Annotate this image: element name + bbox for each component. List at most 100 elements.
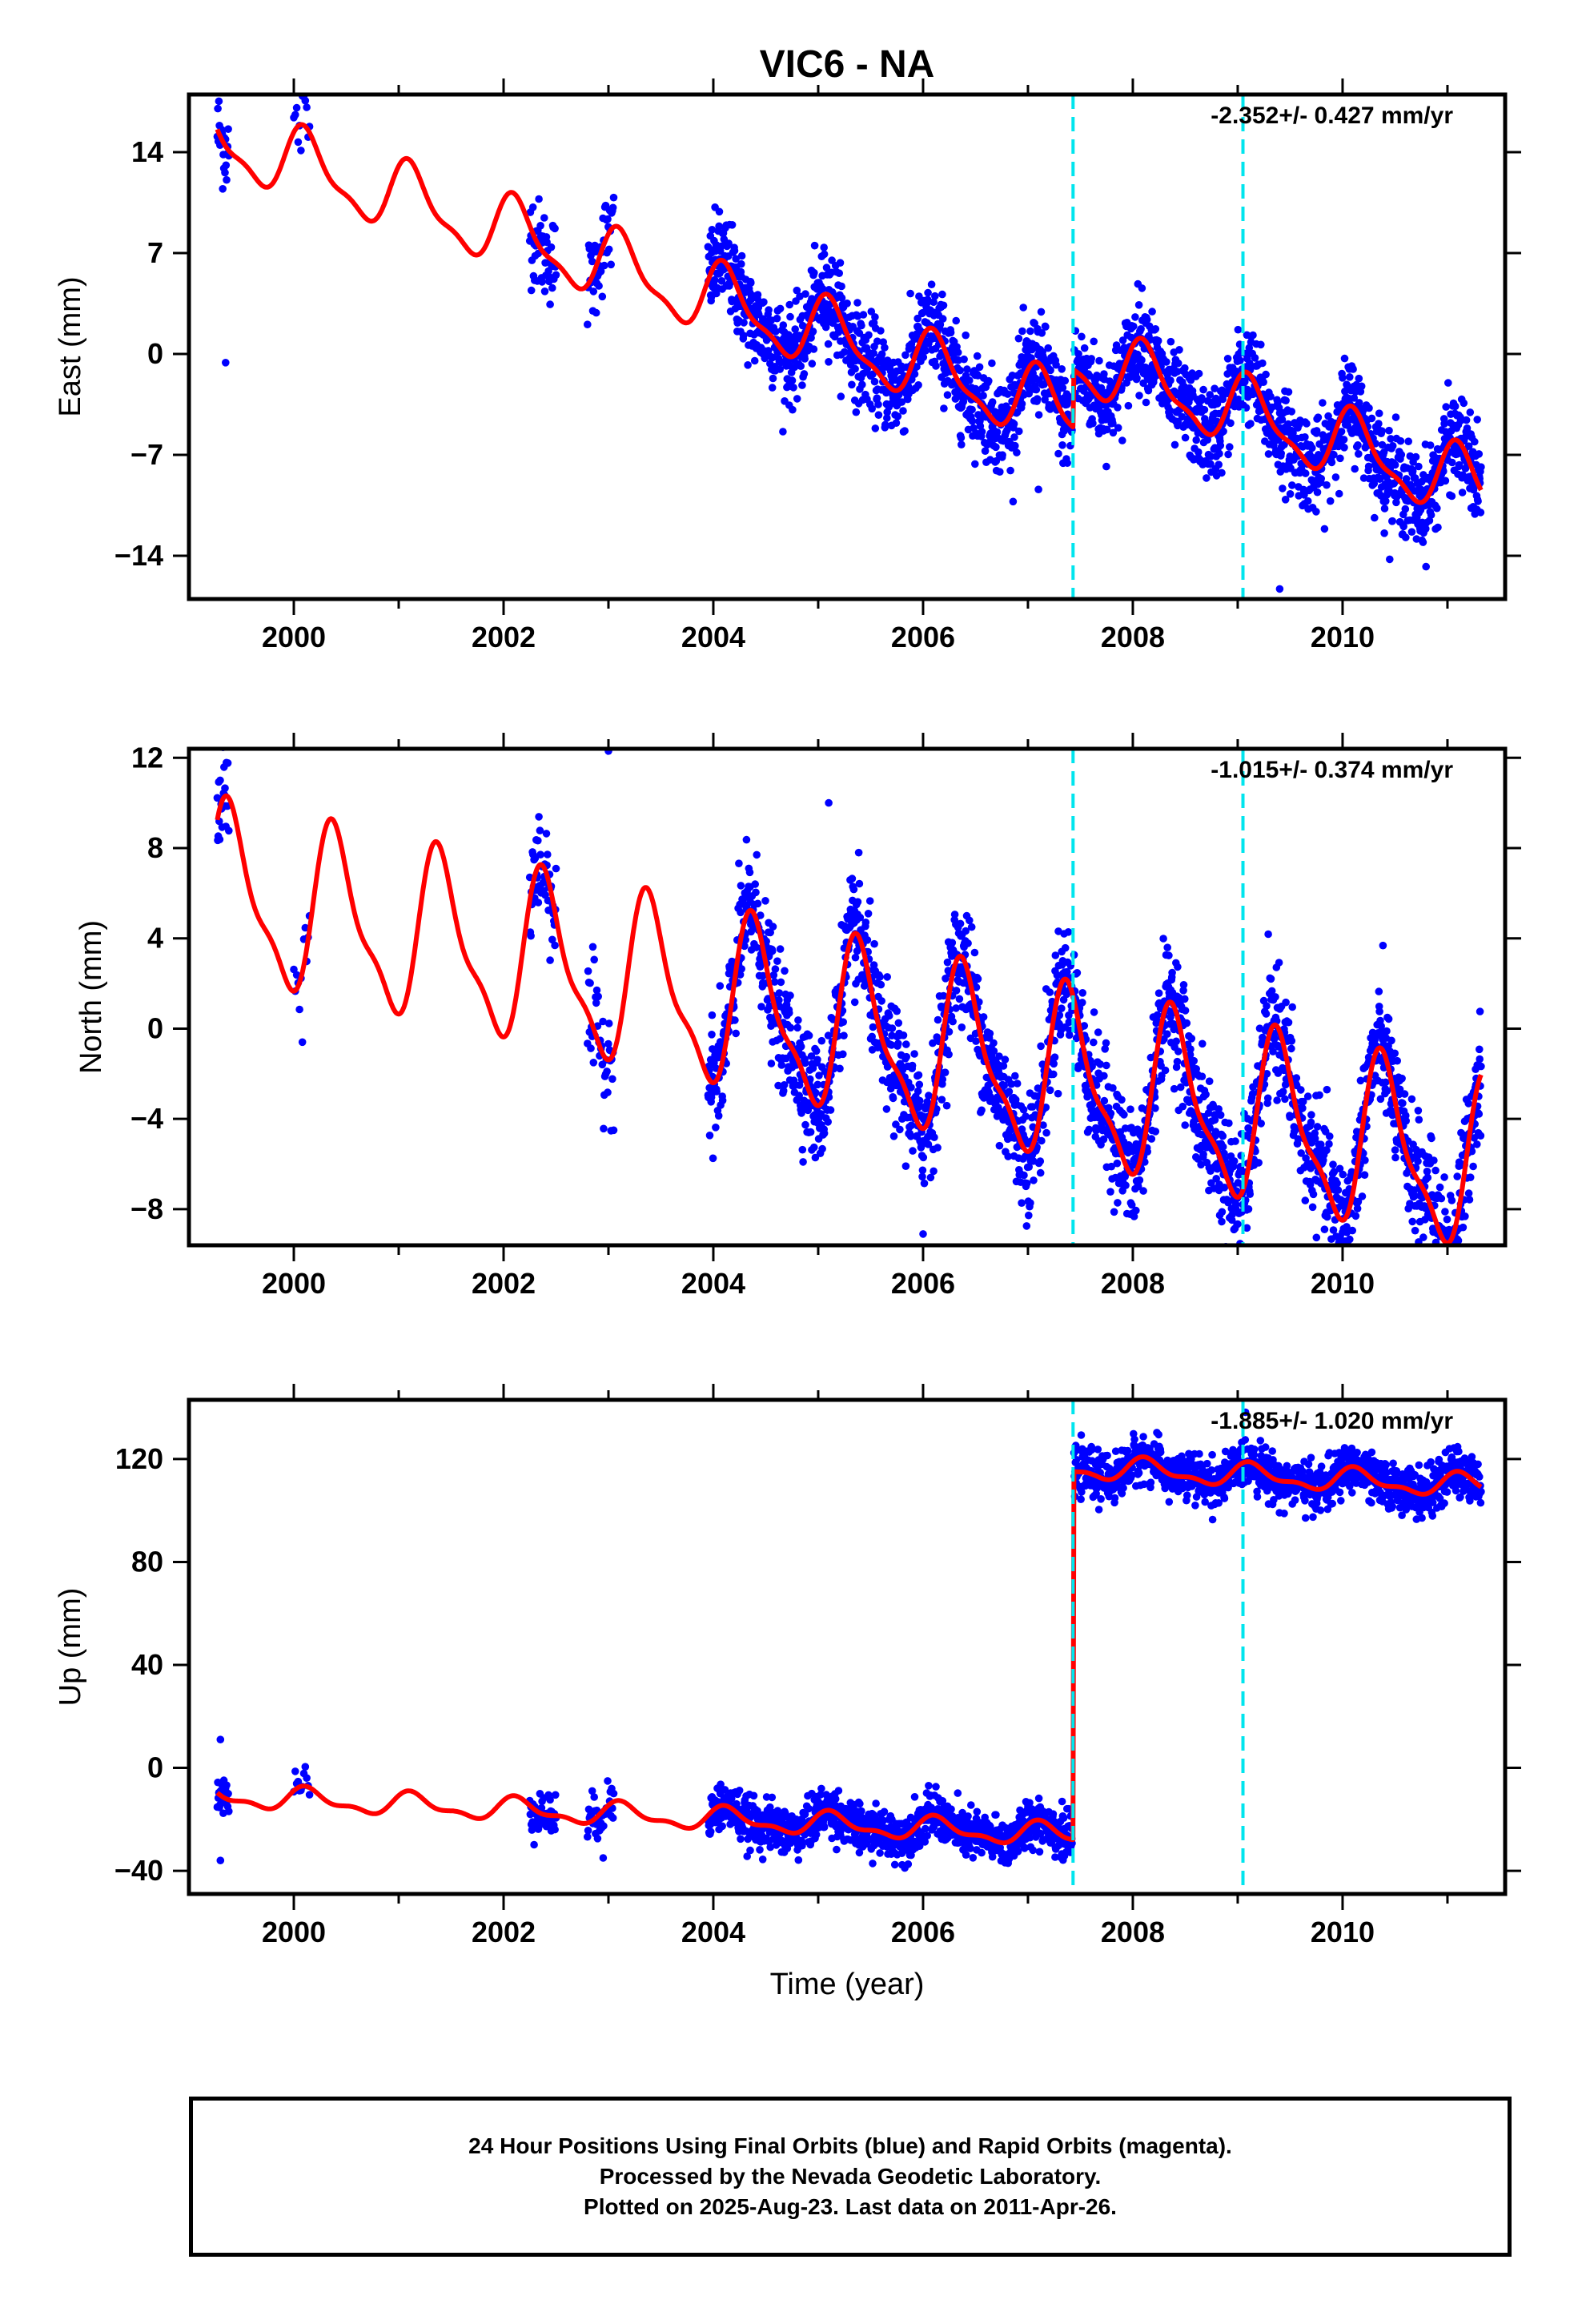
- data-point: [934, 1015, 942, 1024]
- data-point: [540, 214, 548, 222]
- data-point: [1437, 1249, 1445, 1257]
- data-point: [1469, 1162, 1477, 1171]
- data-point: [1340, 354, 1349, 363]
- data-point: [979, 1013, 988, 1021]
- data-point: [538, 278, 546, 286]
- data-point: [1414, 1107, 1423, 1115]
- data-point: [598, 292, 607, 301]
- data-point: [1092, 1126, 1100, 1135]
- data-point: [1287, 1037, 1296, 1045]
- data-point: [1361, 1156, 1369, 1164]
- data-point: [1037, 308, 1046, 316]
- data-point: [728, 221, 737, 229]
- data-point: [713, 1088, 721, 1096]
- data-point: [608, 203, 617, 212]
- data-point: [1419, 538, 1427, 546]
- data-point: [1401, 505, 1410, 513]
- data-point: [1142, 398, 1150, 407]
- data-point: [869, 961, 878, 969]
- north-y-axis-label: North (mm): [74, 920, 108, 1074]
- data-point: [1279, 1088, 1287, 1096]
- data-point: [1388, 442, 1397, 450]
- data-point: [604, 1019, 613, 1027]
- data-point: [295, 1005, 303, 1014]
- data-point: [768, 947, 777, 955]
- data-point: [539, 879, 548, 887]
- data-point: [1404, 437, 1412, 445]
- data-point: [1346, 373, 1354, 381]
- data-point: [834, 328, 843, 336]
- data-point: [1351, 1212, 1360, 1220]
- data-point: [978, 428, 986, 436]
- data-point: [1463, 424, 1472, 432]
- data-point: [1339, 1170, 1347, 1179]
- data-point: [768, 384, 777, 392]
- data-point: [793, 395, 801, 403]
- data-point: [1337, 428, 1346, 436]
- data-point: [864, 910, 873, 918]
- data-point: [1451, 402, 1460, 411]
- data-point: [919, 1153, 928, 1162]
- data-point: [785, 300, 793, 309]
- data-point: [1281, 1095, 1289, 1104]
- x-tick-label: 2006: [891, 621, 955, 653]
- data-point: [595, 282, 603, 290]
- data-point: [1400, 1090, 1409, 1098]
- data-point: [889, 1094, 897, 1103]
- data-point: [543, 238, 551, 247]
- data-point: [291, 111, 299, 119]
- data-point: [604, 1088, 612, 1096]
- data-point: [1074, 350, 1082, 358]
- outlier-point: [1275, 585, 1284, 593]
- data-point: [1200, 405, 1209, 414]
- data-point: [760, 298, 768, 307]
- data-point: [1422, 562, 1430, 571]
- data-point: [841, 348, 849, 356]
- data-point: [609, 1126, 618, 1135]
- data-point: [1078, 332, 1086, 341]
- data-point: [599, 1017, 607, 1026]
- data-point: [1037, 1042, 1045, 1051]
- data-point: [955, 995, 964, 1003]
- data-point: [552, 1791, 560, 1799]
- data-point: [1325, 1140, 1333, 1148]
- data-point: [869, 1023, 877, 1031]
- data-point: [1099, 1135, 1108, 1144]
- data-point: [1334, 1186, 1343, 1194]
- data-point: [1355, 450, 1363, 458]
- data-point: [536, 826, 544, 834]
- data-point: [1384, 1015, 1393, 1023]
- data-point: [718, 1096, 727, 1104]
- data-point: [1055, 1011, 1064, 1019]
- data-point: [594, 992, 602, 1001]
- data-point: [1357, 382, 1366, 391]
- data-point: [786, 312, 794, 321]
- data-point: [527, 931, 535, 940]
- data-point: [1439, 1280, 1447, 1288]
- data-point: [1365, 404, 1373, 412]
- y-tick-label: 14: [131, 135, 163, 168]
- data-point: [1476, 1007, 1484, 1015]
- data-point: [1162, 358, 1170, 366]
- data-point: [779, 428, 787, 436]
- data-point: [1010, 433, 1018, 441]
- data-point: [797, 362, 805, 371]
- data-point: [769, 971, 778, 979]
- data-point: [1138, 284, 1146, 292]
- data-point: [1330, 451, 1338, 459]
- data-point: [807, 1052, 816, 1060]
- data-point: [1176, 1083, 1185, 1092]
- data-point: [1120, 1111, 1128, 1119]
- data-point: [1203, 436, 1211, 444]
- data-point: [801, 290, 809, 298]
- data-point: [982, 1073, 991, 1082]
- data-point: [1118, 1096, 1126, 1104]
- data-point: [813, 1080, 822, 1089]
- data-point: [765, 306, 773, 314]
- data-point: [1419, 1233, 1427, 1241]
- data-point: [1182, 1019, 1191, 1027]
- data-point: [1329, 1160, 1337, 1168]
- data-point: [1443, 1215, 1452, 1224]
- data-point: [1227, 419, 1235, 428]
